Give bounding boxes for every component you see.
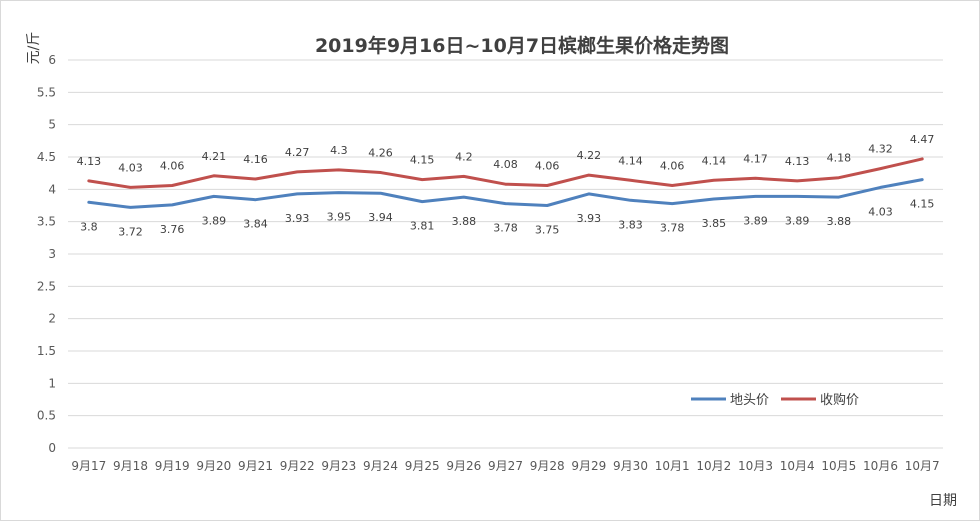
- y-tick-label: 2: [48, 312, 56, 326]
- data-label: 3.89: [785, 214, 810, 227]
- data-label: 3.89: [202, 214, 227, 227]
- x-tick-label: 10月5: [821, 459, 856, 473]
- x-tick-label: 9月20: [196, 459, 231, 473]
- data-label: 4.08: [493, 158, 518, 171]
- x-tick-label: 10月6: [863, 459, 898, 473]
- y-tick-label: 1: [48, 376, 56, 390]
- series-line-1: [87, 178, 924, 209]
- data-label: 3.89: [743, 214, 768, 227]
- y-tick-label: 6: [48, 53, 56, 67]
- x-tick-label: 9月23: [321, 459, 356, 473]
- data-label: 4.27: [285, 146, 310, 159]
- y-tick-label: 1.5: [37, 344, 56, 358]
- data-label: 4.15: [910, 198, 935, 211]
- data-label: 4.06: [660, 159, 685, 172]
- data-label: 3.83: [618, 218, 643, 231]
- y-tick-label: 0: [48, 441, 56, 455]
- y-tick-labels: 0 0.5 1 1.5 2 2.5 3 3.5 4 4.5 5 5.5 6: [37, 53, 56, 455]
- data-label: 3.84: [243, 218, 268, 231]
- series-line-2: [87, 157, 924, 189]
- data-label: 3.93: [285, 212, 310, 225]
- y-tick-label: 4: [48, 182, 56, 196]
- data-label: 3.78: [493, 222, 518, 235]
- legend: 地头价 收购价: [691, 392, 859, 408]
- data-label: 3.88: [827, 215, 852, 228]
- data-label: 4.26: [368, 147, 393, 160]
- data-label: 4.13: [77, 155, 102, 168]
- y-tick-label: 3.5: [37, 215, 56, 229]
- y-tick-label: 2.5: [37, 279, 56, 293]
- data-labels: 3.8 3.72 3.76 3.89 3.84 3.93 3.95 3.94 3.81 3.88 3…: [77, 133, 935, 239]
- data-label: 4.14: [702, 154, 727, 167]
- data-label: 3.78: [660, 222, 685, 235]
- y-tick-label: 5.5: [37, 85, 56, 99]
- data-label: 3.72: [118, 225, 143, 238]
- x-tick-label: 9月18: [113, 459, 148, 473]
- x-tick-label: 10月1: [655, 459, 690, 473]
- data-label: 4.32: [868, 143, 893, 156]
- y-tick-label: 3: [48, 247, 56, 261]
- x-tick-label: 10月3: [738, 459, 773, 473]
- y-tick-label: 5: [48, 118, 56, 132]
- data-label: 3.76: [160, 223, 185, 236]
- x-tick-label: 10月2: [696, 459, 731, 473]
- x-tick-label: 9月26: [446, 459, 481, 473]
- x-tick-label: 9月19: [155, 459, 190, 473]
- series-lines: [87, 157, 924, 209]
- data-label: 4.16: [243, 153, 268, 166]
- x-tick-label: 9月29: [571, 459, 606, 473]
- data-label: 3.85: [702, 217, 727, 230]
- gridlines: [68, 59, 943, 449]
- data-label: 4.22: [577, 149, 602, 162]
- y-axis-label: 元/斤: [26, 32, 42, 65]
- x-tick-label: 9月28: [530, 459, 565, 473]
- x-tick-label: 9月17: [71, 459, 106, 473]
- x-tick-labels: 9月17 9月18 9月19 9月20 9月21 9月22 9月23 9月24 9月25 9月26…: [71, 459, 939, 473]
- x-tick-label: 9月24: [363, 459, 398, 473]
- data-label: 3.81: [410, 220, 435, 233]
- y-tick-label: 4.5: [37, 150, 56, 164]
- data-label: 4.47: [910, 133, 935, 146]
- x-tick-label: 9月27: [488, 459, 523, 473]
- data-label: 3.94: [368, 211, 393, 224]
- data-label: 4.21: [202, 150, 227, 163]
- data-label: 4.13: [785, 155, 810, 168]
- legend-entry: 地头价: [730, 393, 769, 408]
- x-tick-label: 9月22: [280, 459, 315, 473]
- data-label: 4.17: [743, 152, 768, 165]
- data-label: 3.93: [577, 212, 602, 225]
- data-label: 4.2: [455, 150, 473, 163]
- data-label: 4.14: [618, 154, 643, 167]
- data-label: 4.15: [410, 154, 435, 167]
- x-tick-label: 9月25: [405, 459, 440, 473]
- x-tick-label: 9月21: [238, 459, 273, 473]
- data-label: 4.06: [535, 159, 560, 172]
- data-label: 3.75: [535, 224, 560, 237]
- x-tick-label: 9月30: [613, 459, 648, 473]
- data-label: 3.95: [327, 211, 352, 224]
- x-axis-label: 日期: [929, 493, 957, 509]
- legend-entry: 收购价: [820, 392, 859, 408]
- data-label: 4.03: [118, 161, 143, 174]
- data-label: 4.3: [330, 144, 348, 157]
- data-label: 4.18: [827, 152, 852, 165]
- data-label: 4.03: [868, 205, 893, 218]
- x-tick-label: 10月4: [780, 459, 815, 473]
- data-label: 3.88: [452, 215, 477, 228]
- chart-title: 2019年9月16日~10月7日槟榔生果价格走势图: [315, 34, 729, 57]
- y-tick-label: 0.5: [37, 409, 56, 423]
- data-label: 4.06: [160, 159, 185, 172]
- x-tick-label: 10月7: [905, 459, 940, 473]
- data-label: 3.8: [80, 220, 98, 233]
